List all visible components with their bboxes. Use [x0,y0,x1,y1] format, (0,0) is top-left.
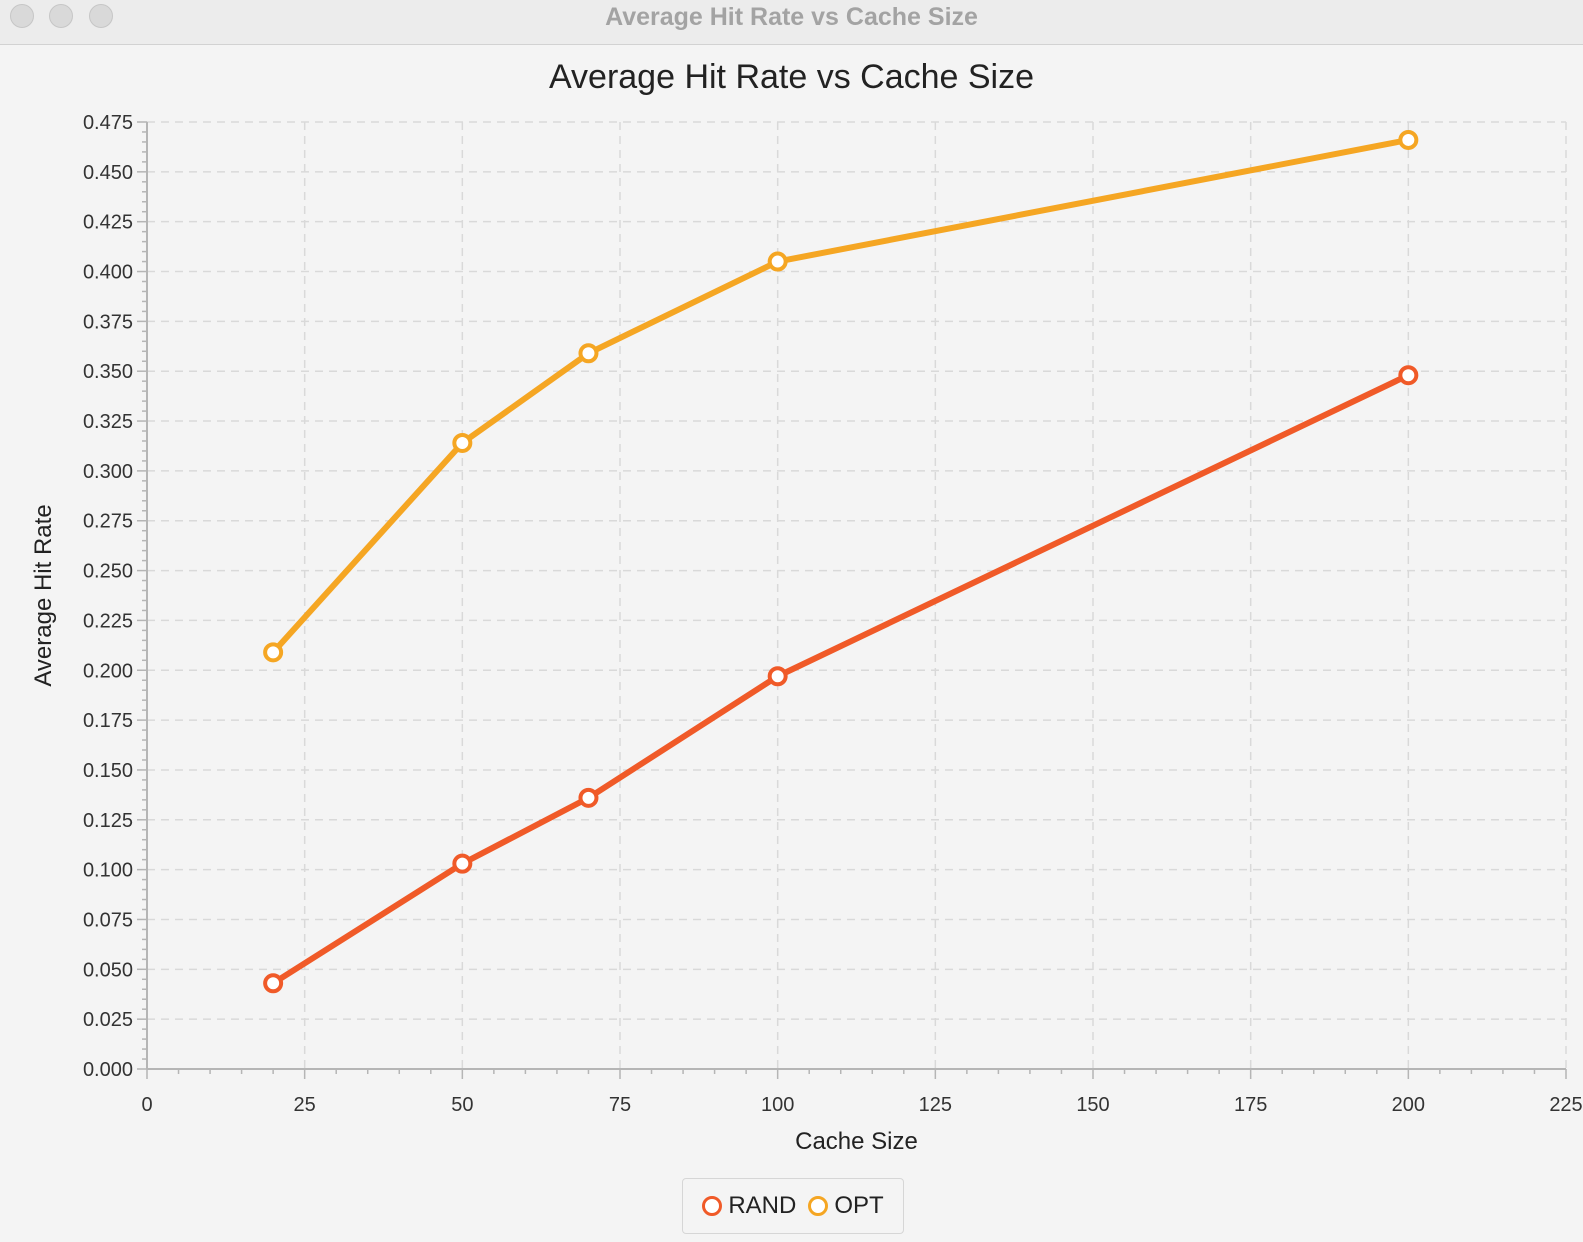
data-point-opt [578,343,599,364]
y-tick-label: 0.125 [83,810,133,832]
data-point-opt [1398,129,1419,150]
x-axis-label: Cache Size [795,1128,918,1155]
data-point-opt [263,642,284,663]
y-tick-label: 0.200 [83,660,133,682]
x-tick-label: 125 [919,1094,952,1116]
data-point-rand [263,973,284,994]
x-tick-label: 175 [1234,1094,1267,1116]
minimize-button[interactable] [49,4,73,28]
y-tick-label: 0.050 [83,959,133,981]
y-tick-label: 0.450 [83,162,133,184]
data-point-opt [452,432,473,453]
y-tick-label: 0.300 [83,461,133,483]
chart-title: Average Hit Rate vs Cache Size [548,58,1035,96]
zoom-button[interactable] [89,4,113,28]
legend-label-rand: RAND [728,1192,797,1219]
legend-item-rand[interactable]: RAND [702,1192,796,1220]
data-point-rand [1398,365,1419,386]
y-tick-label: 0.100 [83,860,133,882]
chart-legend: RAND OPT [682,1178,904,1234]
data-point-rand [452,853,473,874]
y-axis-label: Average Hit Rate [30,504,57,686]
x-tick-label: 50 [451,1094,473,1116]
x-tick-label: 225 [1549,1094,1582,1116]
x-tick-label: 25 [294,1094,316,1116]
data-point-rand [767,666,788,687]
close-button[interactable] [10,4,34,28]
data-point-opt [767,251,788,272]
y-tick-label: 0.400 [83,262,133,284]
y-tick-label: 0.025 [83,1009,133,1031]
series-line-opt [270,136,1412,656]
x-tick-label: 75 [609,1094,631,1116]
x-tick-label: 100 [761,1094,794,1116]
y-tick-label: 0.225 [83,610,133,632]
y-tick-label: 0.425 [83,212,133,234]
y-tick-label: 0.475 [83,112,133,134]
y-tick-label: 0.075 [83,909,133,931]
opt-marker-icon [808,1196,829,1216]
rand-marker-icon [702,1196,723,1216]
y-tick-label: 0.375 [83,311,133,333]
y-tick-label: 0.000 [83,1059,133,1081]
data-point-rand [578,787,599,808]
x-tick-label: 200 [1392,1094,1425,1116]
y-tick-label: 0.150 [83,760,133,782]
legend-item-opt[interactable]: OPT [808,1192,884,1220]
y-tick-label: 0.250 [83,561,133,583]
y-tick-label: 0.175 [83,710,133,732]
window-title: Average Hit Rate vs Cache Size [605,3,978,31]
y-tick-label: 0.350 [83,361,133,383]
x-tick-label: 150 [1076,1094,1109,1116]
window-titlebar: Average Hit Rate vs Cache Size [0,0,1583,45]
y-tick-label: 0.275 [83,511,133,533]
y-tick-label: 0.325 [83,411,133,433]
legend-label-opt: OPT [834,1192,884,1219]
x-tick-label: 0 [141,1094,152,1116]
